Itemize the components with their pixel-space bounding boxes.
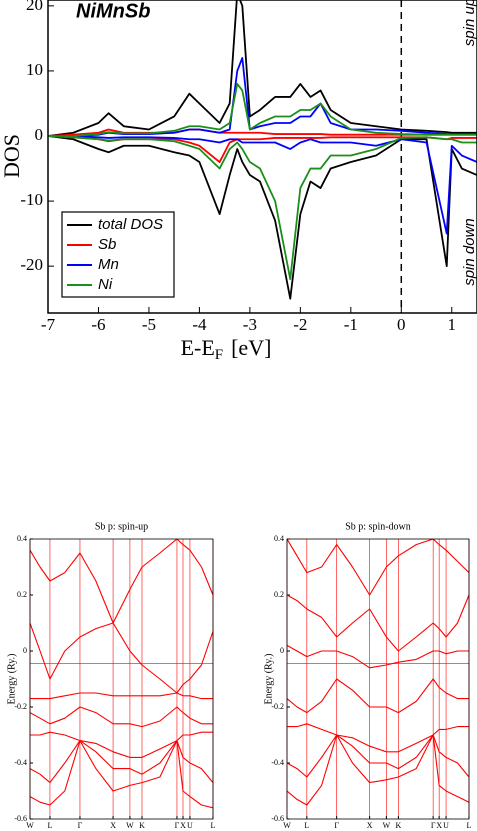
x-axis-label-part: F — [215, 347, 223, 363]
x-tick-label: Γ — [334, 821, 339, 830]
plot-frame — [47, 0, 477, 314]
chart-title: NiMnSb — [76, 0, 150, 22]
x-tick-label: Γ — [431, 821, 436, 830]
x-tick-label: X — [180, 821, 186, 830]
x-tick-label: -1 — [344, 315, 358, 334]
y-tick-label: 0 — [280, 646, 284, 655]
x-tick-label: X — [367, 821, 373, 830]
band — [30, 740, 213, 784]
x-tick-label: 0 — [397, 315, 406, 334]
band — [30, 692, 213, 700]
band — [30, 622, 213, 694]
y-tick-label: 0 — [35, 125, 44, 144]
legend-box — [61, 211, 175, 298]
y-tick-label: 10 — [26, 60, 43, 79]
x-tick-label: -6 — [91, 315, 105, 334]
chart: W L Γ X W K Γ X U L-0.6-0.4-0.200.20.4Sb p: spin-… — [263, 521, 471, 830]
band — [287, 734, 469, 806]
x-tick-label: -7 — [41, 315, 56, 334]
y-tick-label: -0.6 — [271, 814, 284, 823]
y-tick-label: 0.2 — [274, 590, 284, 599]
legend-label: total DOS — [98, 216, 163, 233]
y-axis-label: DOS — [0, 134, 24, 178]
x-tick-label: -5 — [142, 315, 156, 334]
y-tick-label: 0.2 — [17, 590, 27, 599]
x-tick-label: -2 — [293, 315, 307, 334]
x-tick-label: X — [110, 821, 116, 830]
y-axis-label: Energy (Ry.) — [263, 654, 274, 705]
x-axis-label-part: [eV] — [231, 335, 271, 360]
y-tick-label: 20 — [26, 0, 43, 14]
annotation: spin up — [461, 0, 477, 46]
dos-curve-down — [48, 135, 477, 300]
y-tick-label: -0.4 — [271, 758, 284, 767]
dos-curve-up — [48, 83, 477, 137]
band — [287, 734, 469, 778]
x-tick-label: 1 — [448, 315, 457, 334]
dos-curve-down — [48, 135, 477, 281]
x-tick-label: K — [395, 821, 401, 830]
x-axis-label-part: E-E — [181, 335, 215, 360]
x-tick-label: L — [304, 821, 309, 830]
x-tick-label: W — [283, 821, 291, 830]
x-tick-label: L — [48, 821, 53, 830]
band — [30, 740, 213, 809]
chart-title: Sb p: spin-down — [345, 521, 411, 532]
band — [30, 706, 213, 728]
y-tick-label: 0.4 — [274, 534, 284, 543]
band — [287, 594, 469, 652]
legend-label: Mn — [98, 256, 119, 273]
x-tick-label: Γ — [78, 821, 83, 830]
x-tick-label: L — [467, 821, 472, 830]
band — [287, 644, 469, 669]
annotation: spin down — [461, 218, 477, 286]
x-axis-label: E-EF [eV] — [181, 335, 272, 363]
x-tick-label: U — [443, 821, 449, 830]
x-tick-label: K — [139, 821, 145, 830]
legend-label: Ni — [98, 276, 113, 293]
x-tick-label: W — [26, 821, 34, 830]
x-tick-label: U — [187, 821, 193, 830]
band — [30, 731, 213, 758]
y-tick-label: -0.4 — [14, 758, 27, 767]
x-tick-label: -4 — [192, 315, 207, 334]
plot-area — [287, 539, 469, 806]
x-tick-label: -3 — [243, 315, 257, 334]
y-tick-label: 0.4 — [17, 534, 27, 543]
dos-curve-up — [48, 57, 477, 137]
band — [287, 678, 469, 714]
band — [30, 539, 213, 624]
plot-frame — [29, 538, 214, 820]
dos-curve-up — [48, 0, 477, 137]
y-tick-label: -10 — [20, 190, 43, 209]
x-tick-label: W — [383, 821, 391, 830]
x-tick-label: Γ — [175, 821, 180, 830]
plot-area — [30, 539, 213, 809]
band — [287, 723, 469, 753]
y-tick-label: 0 — [23, 646, 27, 655]
dos-curve-down — [48, 135, 477, 235]
x-tick-label: W — [126, 821, 134, 830]
plot-frame — [286, 538, 470, 820]
y-axis-label: Energy (Ry.) — [6, 654, 17, 705]
plot-area — [48, 0, 477, 300]
y-tick-label: -20 — [20, 255, 43, 274]
x-tick-label: X — [436, 821, 442, 830]
chart: W L Γ X W K Γ X U L-0.6-0.4-0.200.20.4Sb p: spin-… — [6, 521, 215, 830]
chart-title: Sb p: spin-up — [95, 521, 148, 532]
y-tick-label: -0.2 — [271, 702, 284, 711]
x-tick-label: L — [211, 821, 216, 830]
band — [287, 539, 469, 596]
y-tick-label: -0.2 — [14, 702, 27, 711]
y-tick-label: -0.6 — [14, 814, 27, 823]
legend-label: Sb — [98, 236, 116, 253]
